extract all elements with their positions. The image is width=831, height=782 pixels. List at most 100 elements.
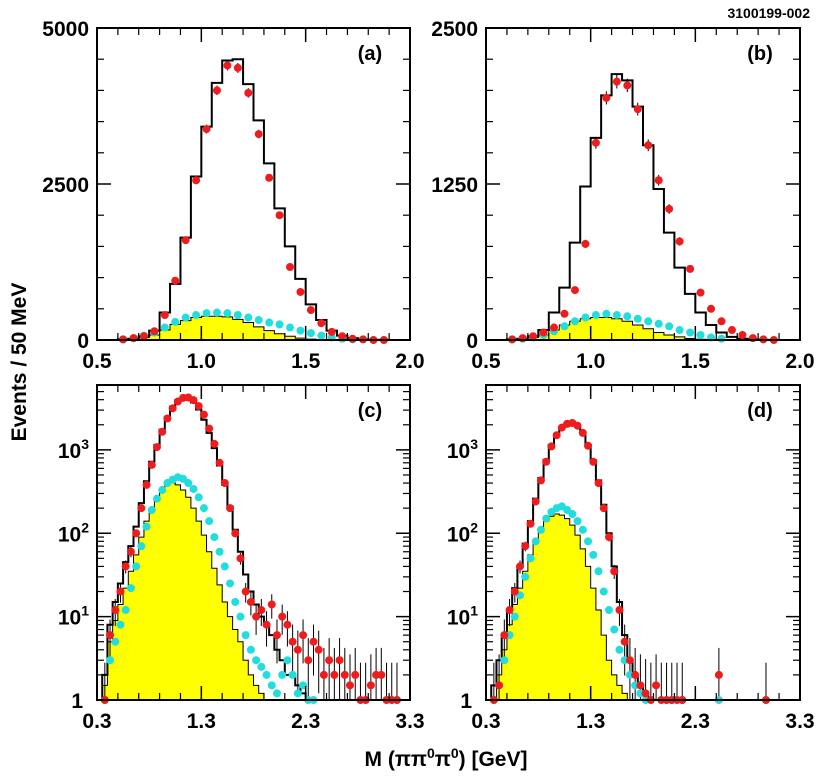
- data-point: [526, 519, 535, 528]
- data-point: [233, 63, 242, 72]
- data-point: [205, 424, 214, 433]
- data-point: [625, 656, 634, 665]
- background-data-point: [111, 637, 120, 646]
- y-tick-label: 0: [77, 330, 89, 353]
- y-axis-title: Events / 50 MeV: [8, 283, 31, 442]
- data-point: [181, 236, 190, 245]
- background-data-point: [181, 313, 190, 322]
- background-data-point: [142, 522, 151, 531]
- data-point: [552, 431, 561, 440]
- x-tick-label: 3.3: [785, 710, 814, 733]
- data-point: [319, 670, 328, 679]
- data-point: [150, 327, 159, 336]
- background-data-point: [526, 554, 535, 563]
- data-point: [137, 504, 146, 513]
- x-tick-label: 2.3: [291, 710, 320, 733]
- background-data-point: [220, 562, 229, 571]
- background-data-point: [236, 612, 245, 621]
- background-data-point: [137, 542, 146, 551]
- data-point: [714, 670, 723, 679]
- data-point: [594, 479, 603, 488]
- data-point: [717, 317, 726, 326]
- background-data-point: [252, 656, 261, 665]
- data-point: [500, 631, 509, 640]
- data-point: [631, 670, 640, 679]
- background-data-point: [192, 311, 201, 320]
- data-point: [168, 404, 177, 413]
- data-point: [210, 439, 219, 448]
- y-tick-label: 103: [58, 436, 89, 463]
- background-data-point: [210, 533, 219, 542]
- data-point: [293, 645, 302, 654]
- data-point: [636, 681, 645, 690]
- data-point: [531, 497, 540, 506]
- plot-frame: [485, 384, 801, 701]
- data-point: [126, 547, 135, 556]
- data-point: [581, 239, 590, 248]
- data-point: [612, 77, 621, 86]
- background-data-point: [633, 314, 642, 323]
- background-data-point: [132, 562, 141, 571]
- figure-id: 3100199-002: [727, 5, 810, 21]
- background-data-point: [283, 656, 292, 665]
- data-point: [521, 542, 530, 551]
- background-data-point: [126, 584, 135, 593]
- background-data-point: [675, 326, 684, 335]
- background-data-point: [296, 326, 305, 335]
- background-data-point: [241, 631, 250, 640]
- data-point: [602, 93, 611, 102]
- data-point: [163, 414, 172, 423]
- background-data-point: [589, 550, 598, 559]
- x-tick-label: 1.0: [187, 350, 216, 373]
- data-point: [641, 689, 650, 698]
- data-point: [199, 410, 208, 419]
- data-point: [121, 562, 130, 571]
- data-point: [304, 656, 313, 665]
- background-data-point: [121, 606, 130, 615]
- data-point: [591, 138, 600, 147]
- background-data-point: [623, 312, 632, 321]
- panel-b: 0.5 1.0 1.5 2.0 0 1250 2500 (b): [431, 18, 814, 373]
- plot-frame: [96, 27, 411, 341]
- data-point: [257, 606, 266, 615]
- data-point: [610, 567, 619, 576]
- background-data-point: [246, 645, 255, 654]
- background-data-point: [610, 625, 619, 634]
- data-point: [547, 442, 556, 451]
- data-point: [696, 288, 705, 297]
- background-data-point: [267, 681, 276, 690]
- background-data-point: [254, 316, 263, 325]
- data-point: [325, 656, 334, 665]
- background-data-point: [594, 567, 603, 576]
- background-data-point: [265, 318, 274, 327]
- x-tick-label: 1.5: [681, 350, 711, 373]
- panel-label: (a): [358, 43, 382, 65]
- background-data-point: [212, 308, 221, 317]
- mc-histogram: [496, 73, 790, 341]
- y-tick-label: 0: [466, 330, 478, 353]
- background-data-point: [244, 313, 253, 322]
- data-point: [194, 402, 203, 411]
- data-point: [351, 670, 360, 679]
- background-data-point: [116, 620, 125, 629]
- background-data-point: [665, 322, 674, 331]
- x-tick-label: 1.3: [187, 710, 216, 733]
- data-point: [550, 323, 559, 332]
- mc-histogram: [101, 396, 317, 701]
- background-data-point: [604, 606, 613, 615]
- y-tick-label: 101: [447, 603, 478, 630]
- data-point: [338, 332, 347, 341]
- background-data-point: [184, 479, 193, 488]
- background-data-point: [536, 525, 545, 534]
- background-data-point: [686, 328, 695, 337]
- data-point: [346, 681, 355, 690]
- data-point: [560, 309, 569, 318]
- data-point: [529, 332, 538, 341]
- data-point: [573, 421, 582, 430]
- background-data-point: [696, 331, 705, 340]
- data-point: [738, 331, 747, 340]
- data-point: [340, 670, 349, 679]
- data-point: [306, 306, 315, 315]
- data-point: [516, 562, 525, 571]
